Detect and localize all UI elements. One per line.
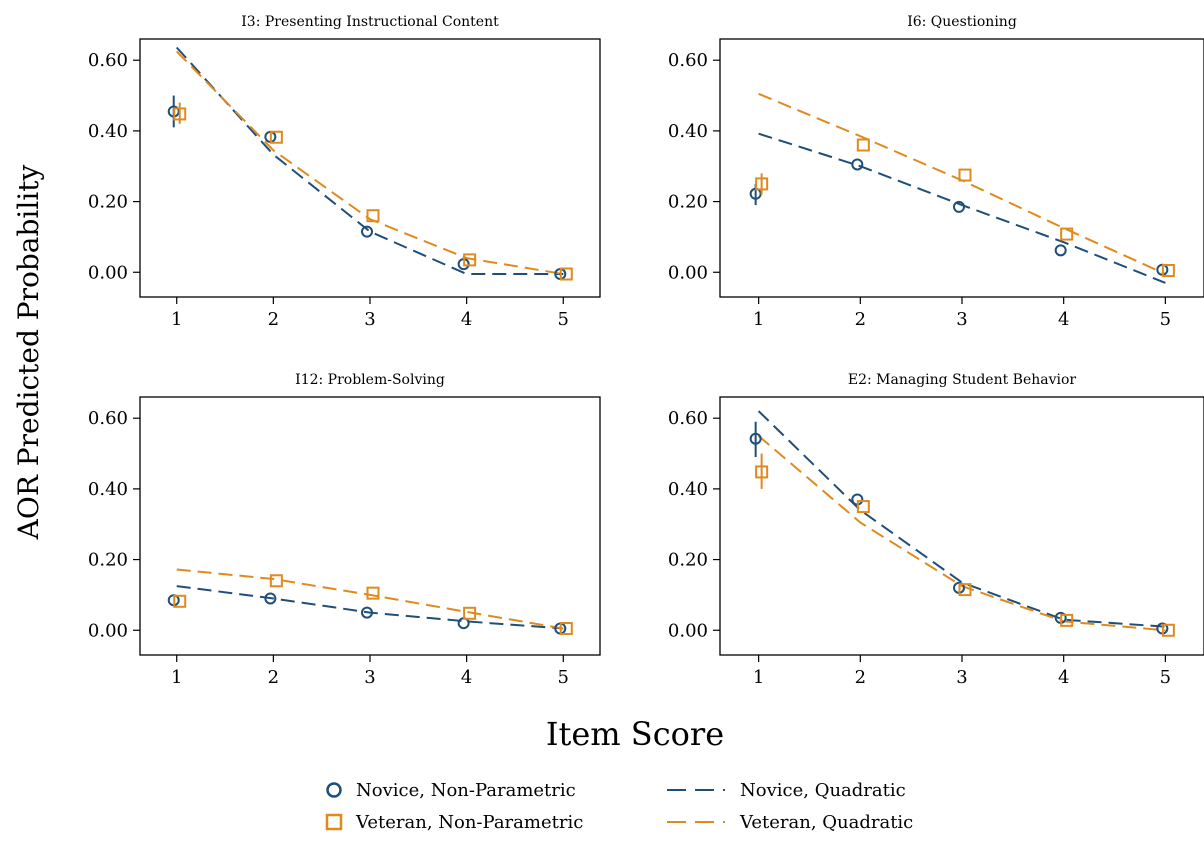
veteran-quadratic-line	[757, 435, 1166, 632]
veteran-point	[173, 594, 187, 608]
x-tick-label: 3	[364, 309, 375, 330]
x-tick-label: 3	[956, 667, 967, 688]
panels: I3: Presenting Instructional Content 0.00…	[88, 14, 1204, 688]
x-tick-label: 5	[1160, 667, 1171, 688]
panel-title: E2: Managing Student Behavior	[848, 372, 1077, 388]
plot-frame	[719, 396, 1204, 656]
novice-quadratic-line	[758, 132, 1166, 284]
y-tick-label: 0.60	[88, 408, 128, 429]
x-axis-label: Item Score	[546, 715, 724, 753]
veteran-point	[1060, 227, 1074, 241]
novice-point	[361, 225, 373, 238]
y-tick-label: 0.60	[668, 50, 708, 71]
y-tick-label: 0.60	[668, 408, 708, 429]
x-tick-label: 5	[558, 667, 569, 688]
veteran-quadratic-line	[175, 50, 564, 275]
legend-label: Veteran, Quadratic	[739, 812, 913, 833]
x-tick-label: 4	[461, 309, 472, 330]
novice-quadratic-line	[176, 585, 564, 630]
novice-point	[264, 592, 277, 605]
x-tick-label: 4	[461, 667, 472, 688]
panel-2: I6: Questioning 0.00 0.20 0.40 0.60 1 2 3 4 5	[668, 14, 1204, 330]
plot-frame	[139, 38, 601, 298]
veteran-point	[173, 107, 187, 121]
panel-title: I12: Problem-Solving	[295, 372, 445, 388]
veteran-quadratic-line	[176, 568, 564, 630]
novice-point	[1054, 244, 1067, 257]
novice-point	[361, 606, 373, 619]
veteran-point	[856, 138, 870, 152]
y-tick-label: 0.20	[668, 550, 708, 571]
veteran-point	[559, 621, 573, 635]
legend: Novice, Non-Parametric Veteran, Non-Param…	[325, 780, 913, 833]
x-tick-label: 2	[855, 309, 866, 330]
novice-quadratic-line	[175, 46, 564, 275]
x-tick-label: 2	[268, 309, 279, 330]
y-tick-label: 0.60	[88, 50, 128, 71]
y-tick-label: 0.40	[88, 479, 128, 500]
y-tick-label: 0.40	[88, 121, 128, 142]
legend-square-marker	[325, 813, 343, 831]
x-tick-label: 3	[364, 667, 375, 688]
y-tick-label: 0.00	[668, 620, 708, 641]
veteran-point	[755, 177, 769, 191]
x-tick-label: 2	[855, 667, 866, 688]
y-tick-label: 0.00	[668, 262, 708, 283]
panel-title: I3: Presenting Instructional Content	[241, 14, 499, 30]
y-tick-label: 0.00	[88, 262, 128, 283]
x-tick-label: 1	[753, 309, 764, 330]
veteran-point	[463, 606, 477, 620]
veteran-point	[269, 574, 283, 588]
veteran-point	[958, 168, 972, 182]
x-tick-label: 4	[1058, 667, 1069, 688]
veteran-point	[1161, 623, 1175, 637]
x-tick-label: 3	[956, 309, 967, 330]
legend-label: Novice, Quadratic	[740, 780, 906, 801]
y-tick-label: 0.40	[668, 121, 708, 142]
x-tick-label: 1	[171, 667, 182, 688]
veteran-quadratic-line	[758, 92, 1166, 275]
x-tick-label: 5	[1160, 309, 1171, 330]
x-tick-label: 2	[268, 667, 279, 688]
legend-item-4: Veteran, Quadratic	[667, 812, 913, 833]
veteran-point	[559, 267, 573, 281]
x-tick-label: 1	[753, 667, 764, 688]
panel-1: I3: Presenting Instructional Content 0.00…	[88, 14, 601, 330]
novice-point	[851, 158, 864, 171]
legend-item-1: Novice, Non-Parametric	[326, 780, 576, 801]
novice-quadratic-line	[757, 410, 1166, 628]
legend-item-3: Novice, Quadratic	[667, 780, 906, 801]
y-tick-label: 0.20	[88, 192, 128, 213]
novice-point	[953, 200, 965, 213]
veteran-point	[366, 209, 380, 223]
y-tick-label: 0.20	[88, 550, 128, 571]
veteran-point	[366, 586, 380, 600]
x-tick-label: 5	[558, 309, 569, 330]
y-tick-label: 0.00	[88, 620, 128, 641]
y-axis-label: AOR Predicted Probability	[12, 164, 45, 540]
veteran-point	[269, 130, 283, 144]
veteran-point	[1060, 613, 1074, 627]
panel-3: I12: Problem-Solving 0.00 0.20 0.40 0.60 1 2 3 4…	[88, 372, 601, 688]
y-tick-label: 0.40	[668, 479, 708, 500]
veteran-point	[856, 500, 870, 514]
veteran-point	[958, 583, 972, 597]
legend-label: Veteran, Non-Parametric	[355, 812, 583, 833]
legend-label: Novice, Non-Parametric	[356, 780, 576, 801]
x-tick-label: 1	[171, 309, 182, 330]
legend-item-2: Veteran, Non-Parametric	[325, 812, 583, 833]
panel-title: I6: Questioning	[907, 14, 1017, 30]
legend-circle-marker	[326, 782, 342, 798]
y-tick-label: 0.20	[668, 192, 708, 213]
veteran-point	[755, 465, 769, 479]
x-tick-label: 4	[1058, 309, 1069, 330]
veteran-point	[1161, 263, 1175, 277]
veteran-point	[463, 253, 477, 267]
panel-4: E2: Managing Student Behavior 0.00 0.20 0.4…	[668, 372, 1204, 688]
novice-point	[749, 432, 762, 445]
